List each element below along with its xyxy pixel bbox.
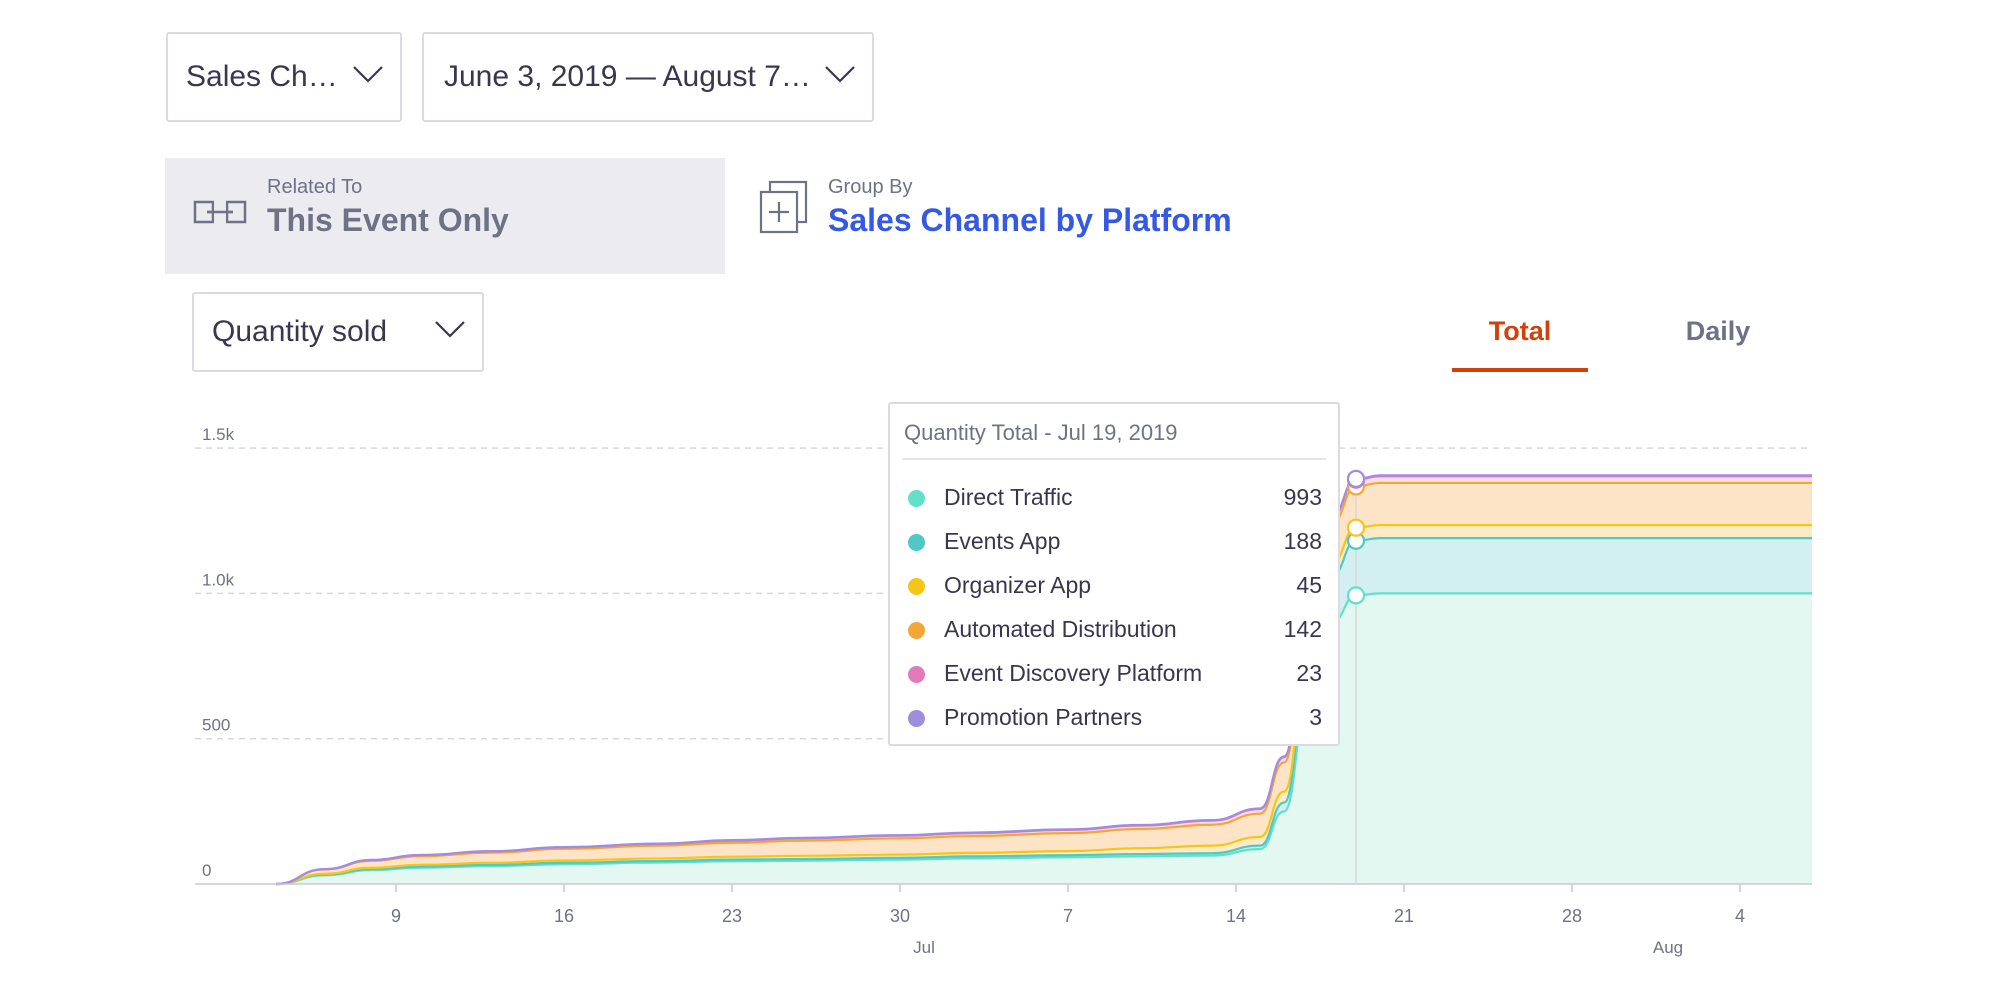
x-tick-label: 7 (1063, 906, 1073, 926)
tooltip-series-name: Promotion Partners (944, 704, 1143, 730)
legend-dot-icon (908, 534, 925, 551)
y-tick-label: 1.5k (202, 425, 235, 444)
tooltip-row: Automated Distribution 142 (908, 612, 1322, 648)
series-line (275, 592, 1812, 886)
y-tick-label: 1.0k (202, 570, 235, 589)
series-line (275, 537, 1812, 886)
x-tick-label: 28 (1562, 906, 1582, 926)
legend-dot-icon (908, 710, 925, 727)
tooltip-row: Events App 188 (908, 524, 1322, 560)
x-tick-label: 14 (1226, 906, 1246, 926)
x-tick-label: 16 (554, 906, 574, 926)
tooltip-series-value: 3 (1309, 704, 1322, 730)
series-area (276, 538, 1812, 884)
group-by-label: Group By (828, 176, 913, 198)
month-label: Aug (1653, 938, 1683, 957)
x-tick-label: 4 (1735, 906, 1745, 926)
tooltip-series-value: 142 (1283, 616, 1322, 642)
metric-dropdown[interactable]: Quantity sold (192, 292, 484, 372)
x-tick-label: 23 (722, 906, 742, 926)
date-range-dropdown[interactable]: June 3, 2019 — August 7, … (422, 32, 874, 122)
y-tick-label: 0 (202, 861, 211, 880)
chevron-down-icon (825, 66, 855, 83)
sales-channel-dropdown-label: Sales Cha… (186, 60, 348, 93)
tooltip-series-name: Events App (944, 528, 1061, 554)
highlight-marker (1346, 469, 1366, 488)
group-by-value[interactable]: Sales Channel by Platform (828, 202, 1232, 238)
highlight-marker (1346, 586, 1366, 605)
series-line (275, 523, 1812, 886)
tab-daily[interactable]: Daily (1685, 316, 1751, 346)
tooltip-series-value: 23 (1296, 660, 1322, 686)
tooltip-title: Quantity Total - Jul 19, 2019 (904, 420, 1178, 445)
series-area (276, 482, 1812, 884)
sales-channel-dropdown[interactable]: Sales Cha… (166, 32, 402, 122)
related-to-label: Related To (267, 176, 363, 198)
legend-dot-icon (908, 622, 925, 639)
tooltip-series-name: Direct Traffic (944, 484, 1073, 510)
legend-dot-icon (908, 666, 925, 683)
tooltip-series-value: 993 (1283, 484, 1322, 510)
tooltip-row: Promotion Partners 3 (908, 700, 1322, 736)
tooltip-series-name: Automated Distribution (944, 616, 1177, 642)
tooltip-series-value: 188 (1283, 528, 1322, 554)
date-range-dropdown-label: June 3, 2019 — August 7, … (444, 60, 816, 93)
metric-dropdown-label: Quantity sold (212, 315, 388, 348)
tooltip-row: Event Discovery Platform 23 (908, 656, 1322, 692)
tab-total[interactable]: Total (1452, 316, 1588, 372)
tooltip-series-value: 45 (1296, 572, 1322, 598)
tooltip-divider (902, 458, 1326, 460)
series-line (275, 474, 1812, 886)
x-tick-label: 30 (890, 906, 910, 926)
link-icon (193, 200, 247, 224)
chevron-down-icon (353, 66, 383, 83)
tooltip-row: Organizer App 45 (908, 568, 1322, 604)
series-line (275, 481, 1812, 886)
related-to-panel[interactable]: Related To This Event Only (165, 158, 725, 274)
legend-dot-icon (908, 578, 925, 595)
related-to-value: This Event Only (267, 202, 509, 238)
x-tick-label: 9 (391, 906, 401, 926)
tooltip-series-name: Organizer App (944, 572, 1092, 598)
tooltip-row: Direct Traffic 993 (908, 480, 1322, 516)
x-tick-label: 21 (1394, 906, 1414, 926)
month-label: Jul (913, 938, 935, 957)
group-by-panel[interactable]: Group By Sales Channel by Platform (756, 158, 1316, 274)
tooltip-series-name: Event Discovery Platform (944, 660, 1203, 686)
series-area (276, 593, 1812, 884)
highlight-marker (1346, 518, 1366, 537)
chart-tooltip: Quantity Total - Jul 19, 2019 Direct Tra… (888, 402, 1340, 746)
chevron-down-icon (435, 321, 465, 338)
add-group-icon (759, 180, 808, 234)
legend-dot-icon (908, 490, 925, 507)
y-tick-label: 500 (202, 716, 230, 735)
